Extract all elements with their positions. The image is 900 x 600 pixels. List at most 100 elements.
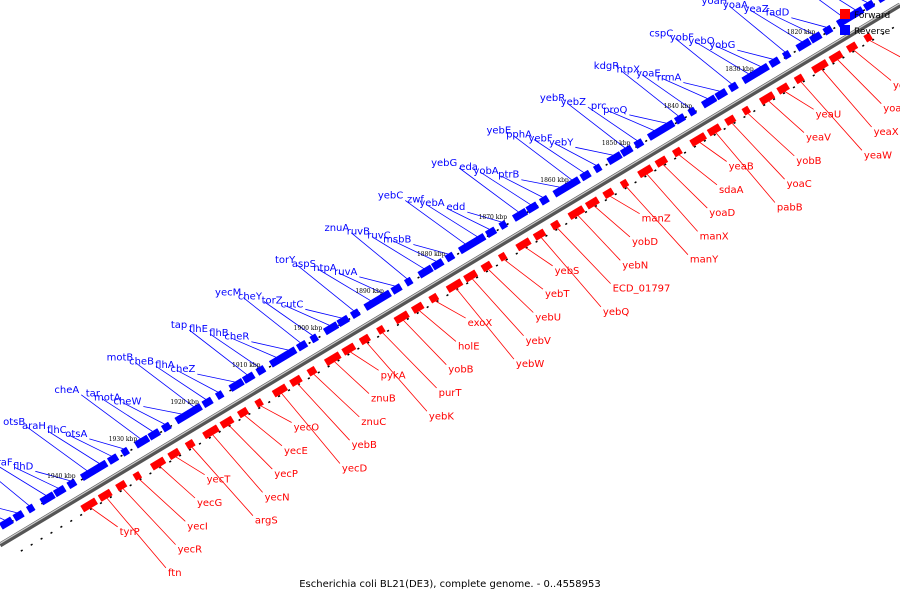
gene-label[interactable]: yebA: [419, 198, 444, 209]
gene-label[interactable]: yecT: [207, 475, 232, 486]
gene-label[interactable]: cheR: [224, 332, 249, 343]
gene-label[interactable]: yecG: [197, 498, 222, 509]
gene-label[interactable]: yobF: [670, 32, 694, 43]
gene-label[interactable]: edd: [446, 202, 465, 213]
gene-label[interactable]: sdaA: [719, 185, 744, 196]
gene-label[interactable]: yebS: [555, 266, 580, 277]
gene-label[interactable]: cheA: [54, 385, 79, 396]
gene-label[interactable]: yoaD: [709, 208, 735, 219]
gene-label[interactable]: pykA: [381, 370, 406, 381]
gene-label[interactable]: yebV: [526, 336, 551, 347]
gene-label[interactable]: flhA: [155, 360, 175, 371]
gene-label[interactable]: yoaE: [636, 69, 660, 80]
gene-label[interactable]: manZ: [642, 214, 671, 225]
gene-label[interactable]: araF: [0, 457, 13, 468]
gene-label[interactable]: yecI: [187, 521, 208, 532]
gene-label[interactable]: tap: [171, 320, 187, 331]
gene-label[interactable]: yecM: [215, 288, 241, 299]
gene-label[interactable]: yecE: [284, 446, 308, 457]
gene-label[interactable]: yeaW: [864, 150, 892, 161]
gene-label[interactable]: yecP: [274, 469, 298, 480]
gene-label[interactable]: flhE: [189, 324, 208, 335]
gene-label[interactable]: msbB: [383, 235, 411, 246]
gene-label[interactable]: fadD: [766, 8, 790, 19]
gene-label[interactable]: yoaC: [787, 179, 812, 190]
gene-label[interactable]: yeaX: [874, 127, 899, 138]
gene-label[interactable]: yebT: [545, 289, 570, 300]
gene-label[interactable]: zwf: [407, 194, 424, 205]
gene-label[interactable]: flhD: [13, 461, 34, 472]
gene-label[interactable]: yobB: [448, 365, 473, 376]
gene-label[interactable]: yoaH: [702, 0, 728, 7]
gene-label[interactable]: znuA: [324, 223, 349, 234]
gene-label[interactable]: yebZ: [561, 97, 586, 108]
gene-label[interactable]: yebY: [549, 137, 574, 148]
gene-label[interactable]: cheW: [113, 397, 141, 408]
gene-label[interactable]: prc: [591, 101, 607, 112]
gene-label[interactable]: ptrB: [498, 170, 519, 181]
gene-label[interactable]: kdgR: [594, 61, 619, 72]
gene-label[interactable]: yebE: [486, 126, 511, 137]
gene-label[interactable]: pabB: [777, 202, 803, 213]
gene-label[interactable]: yobG: [709, 40, 735, 51]
gene-label[interactable]: yecN: [265, 492, 290, 503]
gene-label[interactable]: cspC: [649, 28, 673, 39]
gene-label[interactable]: exoX: [468, 318, 493, 329]
gene-label[interactable]: yebR: [540, 93, 565, 104]
gene-label[interactable]: yebC: [378, 190, 403, 201]
gene-label[interactable]: aspS: [292, 259, 316, 270]
gene-label[interactable]: ftn: [168, 568, 182, 579]
gene-label[interactable]: ECD_01797: [613, 284, 671, 295]
gene-label[interactable]: yebB: [352, 440, 377, 451]
gene-label[interactable]: pphA: [506, 130, 532, 141]
gene-label[interactable]: cheY: [238, 292, 263, 303]
gene-label[interactable]: yebQ: [603, 307, 629, 318]
gene-label[interactable]: rrmA: [657, 73, 682, 84]
gene-label[interactable]: motB: [107, 352, 134, 363]
gene-label[interactable]: cutC: [281, 299, 304, 310]
gene-label[interactable]: yebK: [429, 411, 454, 422]
gene-label[interactable]: eda: [459, 162, 478, 173]
gene-label[interactable]: yecD: [342, 463, 368, 474]
gene-label[interactable]: yeaU: [816, 109, 842, 120]
gene-label[interactable]: cheZ: [171, 364, 196, 375]
gene-label[interactable]: znuC: [361, 417, 386, 428]
gene-label[interactable]: yeaP: [893, 80, 900, 91]
gene-label[interactable]: yebN: [622, 260, 648, 271]
gene-label[interactable]: yobA: [473, 166, 498, 177]
gene-label[interactable]: tar: [86, 389, 101, 400]
gene-label[interactable]: ruvB: [347, 227, 370, 238]
gene-label[interactable]: znuB: [371, 394, 396, 405]
gene-label[interactable]: torY: [275, 255, 296, 266]
gene-label[interactable]: ntpA: [313, 263, 337, 274]
gene-label[interactable]: motA: [94, 393, 121, 404]
gene-label[interactable]: yoaG: [883, 104, 900, 115]
gene-label[interactable]: yobB: [796, 156, 821, 167]
gene-label[interactable]: argS: [255, 516, 278, 527]
gene-label[interactable]: torZ: [262, 295, 283, 306]
gene-label[interactable]: yecR: [178, 545, 203, 556]
gene-label[interactable]: otsB: [3, 417, 25, 428]
gene-label[interactable]: yoaA: [723, 0, 748, 11]
gene-label[interactable]: proQ: [603, 105, 627, 116]
gene-label[interactable]: yeaB: [729, 161, 754, 172]
gene-label[interactable]: yecO: [294, 422, 320, 433]
gene-label[interactable]: yeaZ: [744, 4, 769, 15]
gene-label[interactable]: purT: [439, 388, 463, 399]
gene-label[interactable]: yebU: [535, 312, 561, 323]
gene-label[interactable]: ruvA: [334, 267, 357, 278]
gene-label[interactable]: yobD: [632, 237, 658, 248]
gene-label[interactable]: yebO: [688, 36, 714, 47]
gene-label[interactable]: manX: [700, 231, 729, 242]
gene-label[interactable]: cheB: [129, 356, 154, 367]
gene-label[interactable]: yebG: [431, 158, 457, 169]
gene-label[interactable]: tyrP: [120, 527, 140, 538]
gene-label[interactable]: holE: [458, 341, 480, 352]
gene-label[interactable]: manY: [690, 255, 719, 266]
gene-label[interactable]: yebF: [528, 133, 552, 144]
gene-label[interactable]: ruvC: [367, 231, 390, 242]
gene-label[interactable]: yeaV: [806, 133, 831, 144]
gene-label[interactable]: flhB: [209, 328, 229, 339]
gene-label[interactable]: htpX: [616, 65, 640, 76]
gene-label[interactable]: otsA: [65, 429, 87, 440]
